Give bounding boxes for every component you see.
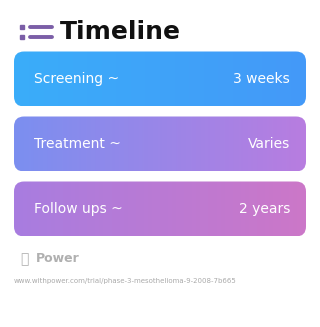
Text: Follow ups ~: Follow ups ~ <box>34 202 123 216</box>
Text: 2 years: 2 years <box>239 202 290 216</box>
Text: Ⓟ: Ⓟ <box>20 252 28 266</box>
Text: 3 weeks: 3 weeks <box>233 72 290 86</box>
Text: Screening ~: Screening ~ <box>34 72 119 86</box>
Text: www.withpower.com/trial/phase-3-mesothelioma-9-2008-7b665: www.withpower.com/trial/phase-3-mesothel… <box>14 278 237 284</box>
FancyBboxPatch shape <box>14 181 306 236</box>
Text: Timeline: Timeline <box>60 20 181 44</box>
Text: Power: Power <box>36 252 80 266</box>
Text: Treatment ~: Treatment ~ <box>34 137 121 151</box>
FancyBboxPatch shape <box>14 51 306 107</box>
FancyBboxPatch shape <box>14 116 306 171</box>
Text: Varies: Varies <box>248 137 290 151</box>
